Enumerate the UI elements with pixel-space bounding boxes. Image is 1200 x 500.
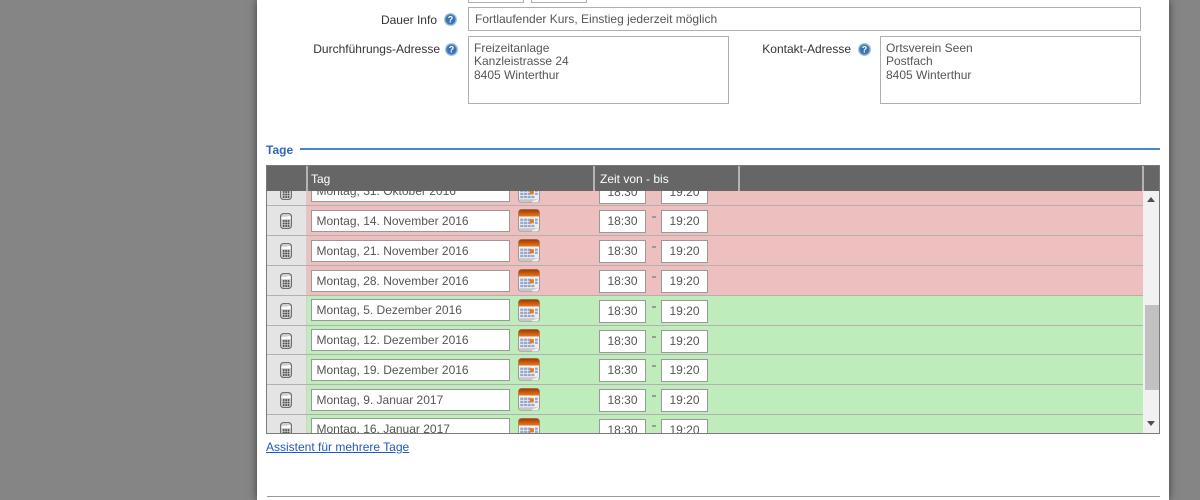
svg-text:?: ? bbox=[448, 15, 454, 25]
svg-text:?: ? bbox=[449, 45, 455, 55]
svg-text:?: ? bbox=[862, 45, 868, 55]
